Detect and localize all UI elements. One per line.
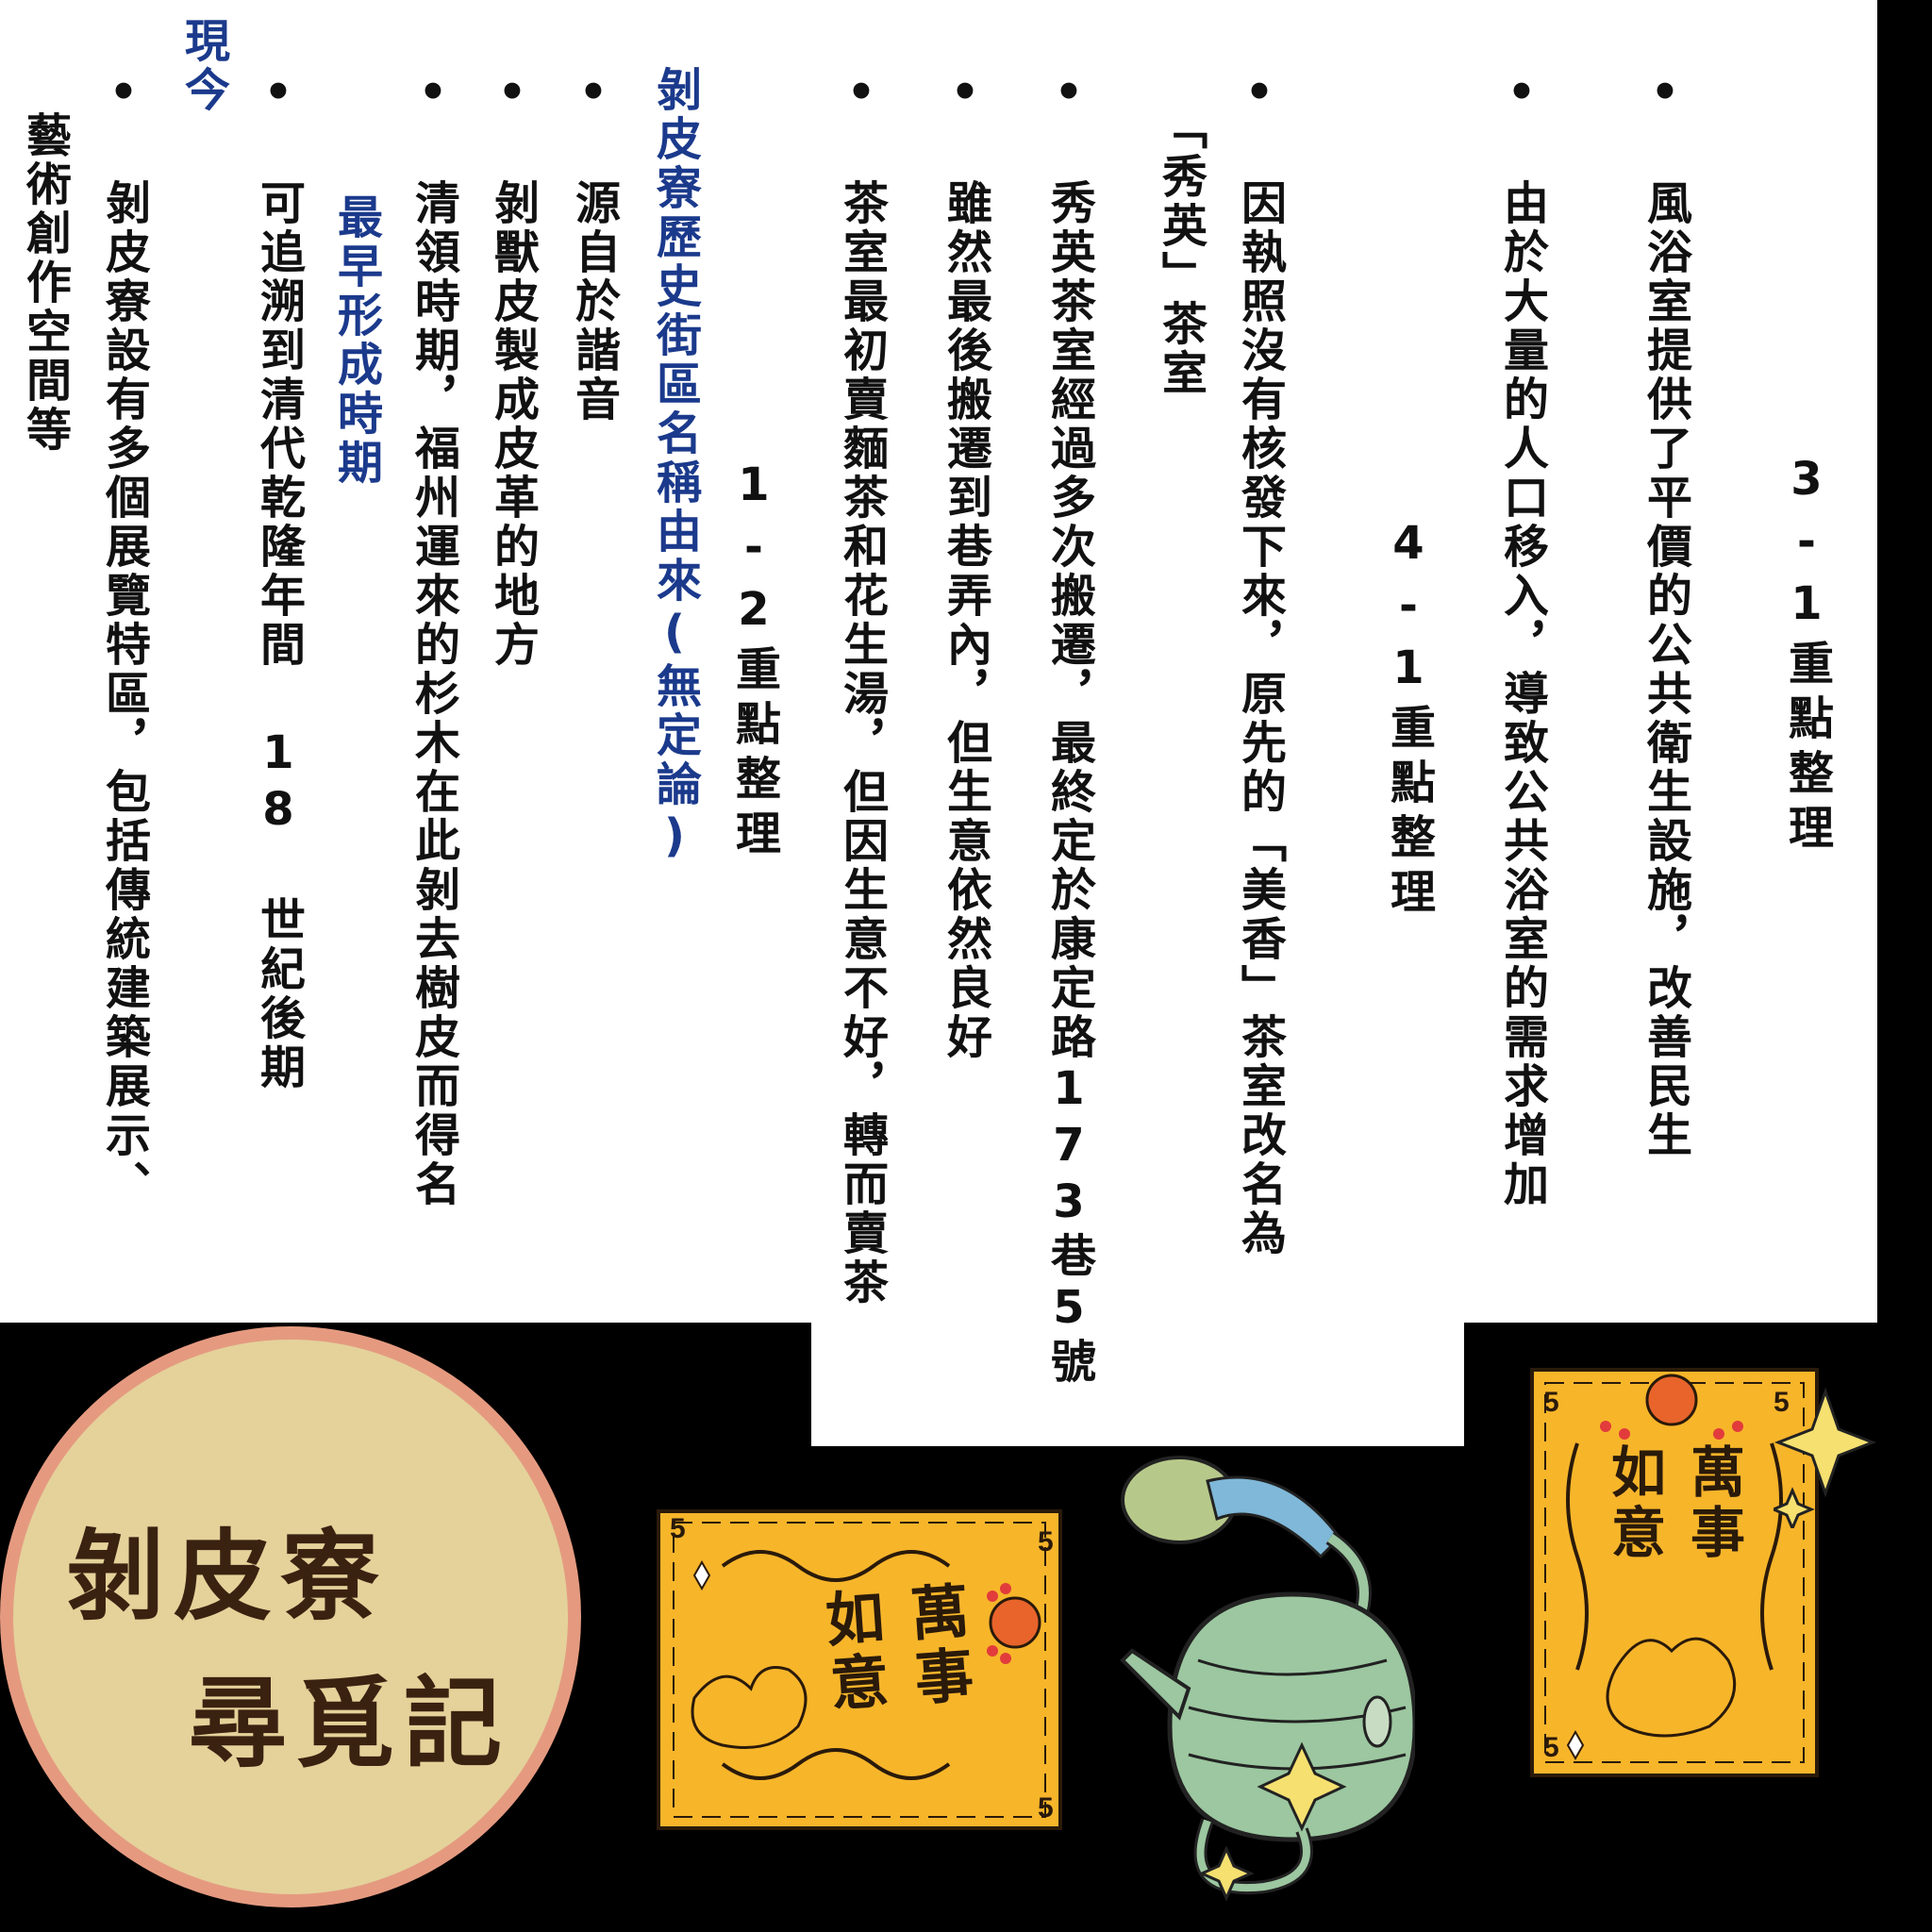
- right-card-corner-tl: 5: [1543, 1387, 1559, 1418]
- origin-item-3: • 清領時期，福州運來的杉木在此剝去樹皮而得名: [407, 66, 459, 1209]
- lucky-card-right: [1530, 1368, 1819, 1777]
- notes-paper: [0, 0, 1877, 1323]
- origin-item-1: • 源自於諧音: [567, 66, 620, 425]
- right-card-text: 萬事如意: [1602, 1443, 1745, 1564]
- left-card-corner-tl: 5: [670, 1513, 686, 1544]
- notes-paper-tab: [811, 1321, 1464, 1446]
- section-1-2-heading: 1-2重點整理: [727, 458, 780, 864]
- section-4-1-bullet-4: • 茶室最初賣麵茶和花生湯，但因生意不好，轉而賣茶: [835, 66, 888, 1307]
- right-card-corner-bl: 5: [1543, 1732, 1559, 1763]
- sparkle-icon: [1774, 1387, 1877, 1528]
- left-card-corner-br: 5: [1038, 1792, 1054, 1824]
- title-line-2: 尋覓記: [189, 1665, 512, 1781]
- now-label: 現今: [176, 17, 229, 115]
- title-line-1: 剝皮寮: [66, 1518, 390, 1634]
- now-item: • 剝皮寮設有多個展覽特區，包括傳統建築展示、: [97, 66, 150, 1209]
- teapot-illustration: [1120, 1456, 1415, 1902]
- section-4-1-bullet-1: • 因執照沒有核發下來，原先的「美香」茶室改名為: [1233, 66, 1286, 1258]
- section-4-1-bullet-2: • 秀英茶室經過多次搬遷，最終定於康定路173巷5號: [1042, 66, 1095, 1387]
- left-card-corner-tr: 5: [1038, 1526, 1054, 1557]
- section-3-1-bullet-1: • 風浴室提供了平價的公共衛生設施，改善民生: [1639, 66, 1691, 1160]
- lucky-card-left: [657, 1509, 1062, 1830]
- right-card-corner-tr: 5: [1774, 1387, 1790, 1418]
- origin-item-2: • 剝獸皮製成皮革的地方: [486, 66, 539, 670]
- earliest-period-item: • 可追溯到清代乾隆年間 18 世紀後期: [252, 66, 305, 1092]
- section-1-2-subheading: 剝皮寮歷史街區名稱由來(無定論): [648, 66, 701, 866]
- left-card-text: 萬事如意: [813, 1579, 976, 1719]
- section-3-1-heading: 3-1重點整理: [1780, 453, 1833, 858]
- section-4-1-bullet-3: • 雖然最後搬遷到巷弄內，但生意依然良好: [939, 66, 991, 1062]
- now-item-cont: 藝術創作空間等: [18, 111, 71, 455]
- section-4-1-bullet-1-cont: 「秀英」茶室: [1154, 104, 1207, 398]
- earliest-period-label: 最早形成時期: [329, 193, 382, 488]
- section-3-1-bullet-2: • 由於大量的人口移入，導致公共浴室的需求增加: [1495, 66, 1548, 1209]
- section-4-1-heading: 4-1重點整理: [1382, 517, 1435, 923]
